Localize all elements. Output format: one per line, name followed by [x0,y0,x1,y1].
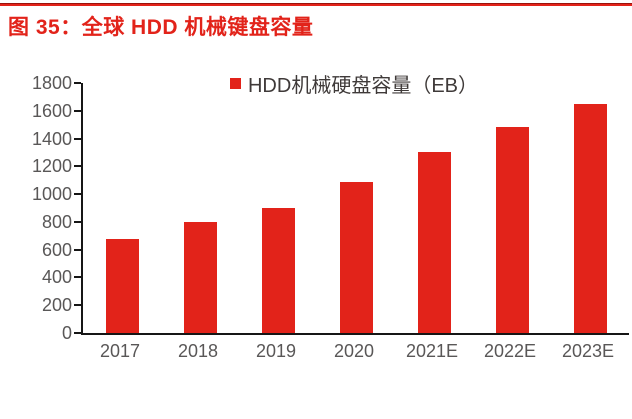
chart-legend: HDD机械硬盘容量（EB） [81,70,627,97]
y-axis-tick-label: 0 [61,323,72,343]
bars-row [83,83,629,333]
y-axis-tick-label: 1000 [31,184,72,205]
y-axis-tick-label: 600 [41,239,72,260]
bar-slot [239,83,317,333]
y-axis-tick-mark [74,109,81,112]
x-axis-tick-label: 2022E [483,341,537,361]
bar-2021E [417,152,451,333]
y-axis-tick-label: 400 [41,267,72,288]
y-axis-tick-mark [74,276,81,279]
bar-2022E [495,127,529,333]
y-axis-tick-mark [74,248,81,251]
x-axis-tick-label: 2021E [405,341,459,361]
y-axis-tick-label: 800 [41,211,72,232]
y-axis-tick-mark [74,82,81,84]
x-axis-tick-label: 2020 [333,341,375,361]
bar-2018 [183,221,217,333]
y-axis-tick-mark [74,165,81,168]
y-axis-tick-label: 1800 [31,73,72,93]
bar-2017 [105,238,139,333]
bar-slot [317,83,395,333]
x-axis-tick-label: 2017 [99,341,141,361]
y-axis-tick-mark [74,137,81,140]
bar-slot [395,83,473,333]
y-axis-tick-label: 1200 [31,156,72,177]
bar-slot [473,83,551,333]
legend-label: HDD机械硬盘容量（EB） [247,74,478,97]
bar-slot [161,83,239,333]
figure-title: 图 35：全球 HDD 机械键盘容量 [8,16,314,39]
bar-slot [83,83,161,333]
y-axis-tick-mark [74,332,81,334]
y-axis-tick-label: 1400 [31,128,72,149]
legend-square-icon [229,77,241,89]
y-axis-tick-label: 1600 [31,100,72,121]
x-axis-tick-label: 2018 [177,341,219,361]
y-axis-tick-mark [74,220,81,223]
top-divider-rule [0,3,632,6]
x-axis-labels: 2017 2018 2019 2020 2021E 2022E 2023E [81,341,627,362]
bar-2023E [573,103,607,333]
y-axis-tick-label: 200 [41,295,72,316]
y-axis: 1800 1600 1400 1200 1000 800 600 400 200 0 [0,0,81,419]
y-axis-tick-mark [74,193,81,196]
bar-slot [551,83,629,333]
x-axis-tick-label: 2023E [561,341,615,361]
plot-area [81,83,629,335]
x-axis-tick-label: 2019 [255,341,297,361]
bar-2020 [339,181,373,333]
bar-2019 [261,208,295,333]
y-axis-tick-mark [74,304,81,307]
